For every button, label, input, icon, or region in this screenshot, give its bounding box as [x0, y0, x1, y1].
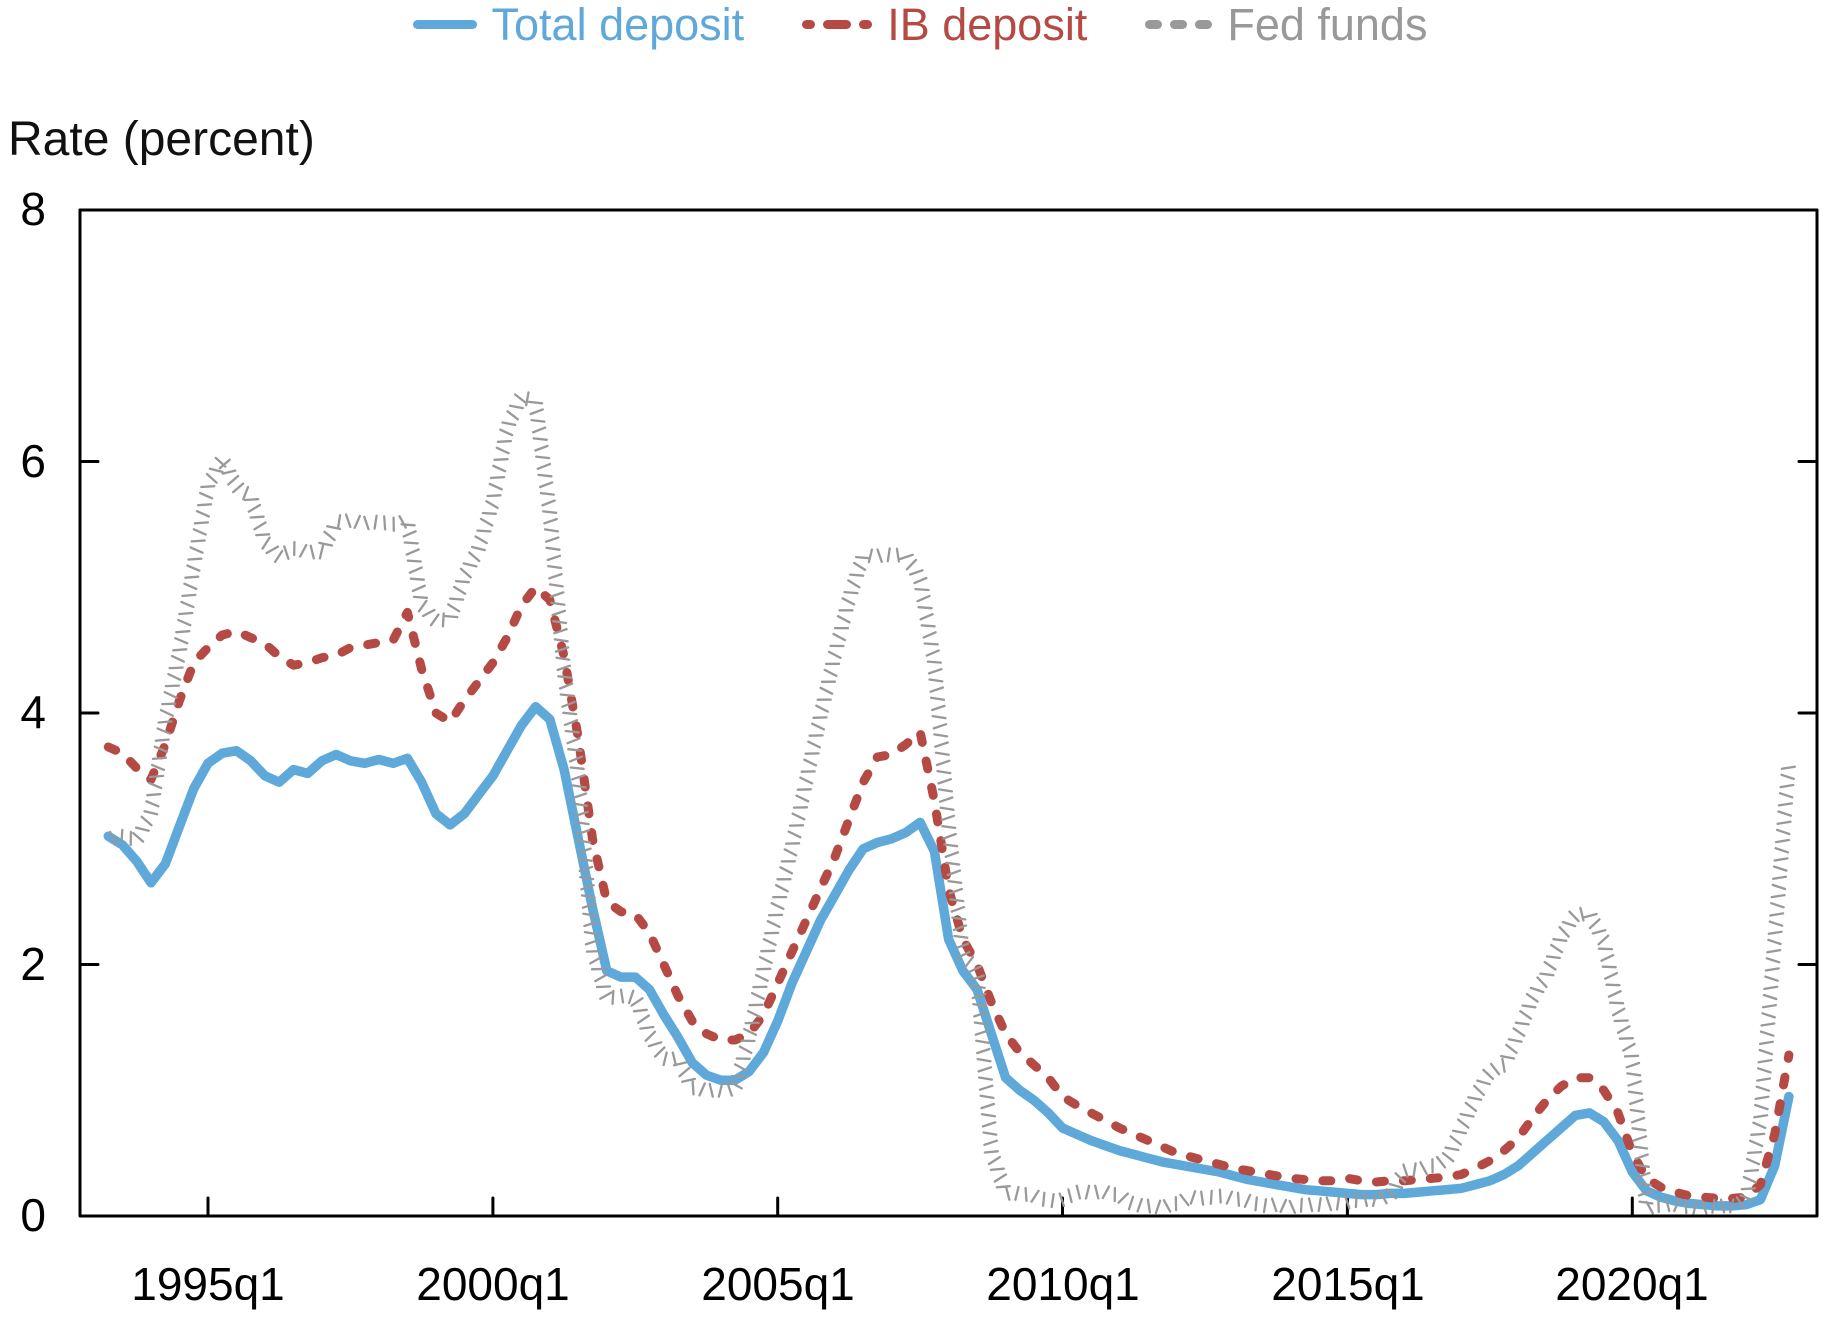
x-tick-label: 1995q1	[131, 1258, 285, 1310]
legend-item-fed-funds: Fed funds	[1145, 2, 1427, 47]
y-tick-label: 2	[20, 938, 46, 990]
legend-item-total-deposit: Total deposit	[412, 0, 745, 50]
axis-box	[78, 208, 1819, 1218]
series-line-total-deposit	[103, 701, 1794, 1211]
x-tick-labels: 1995q1 2000q1 2005q1 2010q1 2015q1 2020q…	[131, 1258, 1709, 1310]
legend-label-total-deposit: Total deposit	[491, 0, 745, 50]
legend-line-sample-dashed-icon	[802, 20, 873, 29]
legend-item-ib-deposit: IB deposit	[802, 2, 1087, 47]
plot-graphics	[78, 208, 1819, 1218]
series-line-fed-funds	[109, 391, 1796, 1215]
y-tick-label: 0	[20, 1189, 46, 1241]
series-line-ib-deposit	[103, 582, 1794, 1203]
legend-line-sample-gray-dashed-icon	[1145, 20, 1213, 29]
x-tick-label: 2020q1	[1555, 1258, 1709, 1310]
legend-line-sample-solid-icon	[412, 20, 477, 29]
y-tick-label: 8	[20, 183, 46, 235]
legend-label-fed-funds: Fed funds	[1227, 0, 1428, 50]
legend-label-ib-deposit: IB deposit	[887, 0, 1088, 50]
x-tick-label: 2010q1	[986, 1258, 1140, 1310]
y-tick-label: 6	[20, 435, 46, 487]
y-axis-title: Rate (percent)	[8, 113, 315, 166]
x-tick-label: 2005q1	[701, 1258, 855, 1310]
legend: Total deposit IB deposit Fed funds	[0, 2, 1840, 47]
axis-ticks	[78, 208, 1819, 1218]
x-tick-label: 2015q1	[1271, 1258, 1425, 1310]
x-tick-label: 2000q1	[416, 1258, 570, 1310]
y-tick-labels: 0 2 4 6 8	[20, 183, 46, 1241]
y-tick-label: 4	[20, 686, 46, 738]
